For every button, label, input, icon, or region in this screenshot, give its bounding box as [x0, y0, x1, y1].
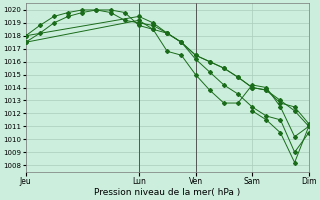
- X-axis label: Pression niveau de la mer( hPa ): Pression niveau de la mer( hPa ): [94, 188, 240, 197]
